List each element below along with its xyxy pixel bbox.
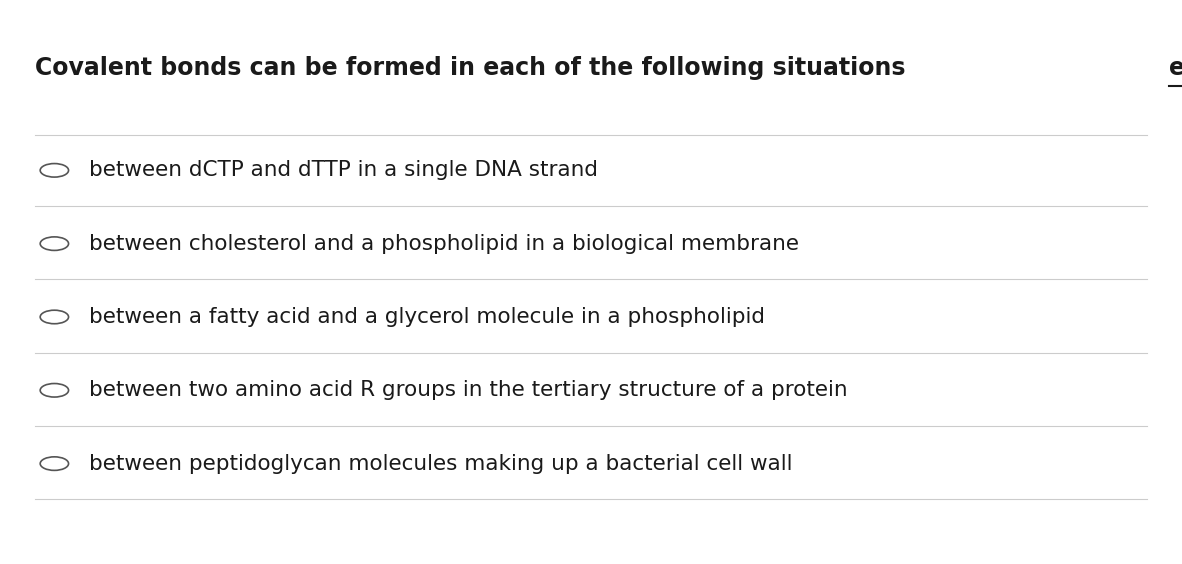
Text: between cholesterol and a phospholipid in a biological membrane: between cholesterol and a phospholipid i… xyxy=(89,233,799,254)
Text: between peptidoglycan molecules making up a bacterial cell wall: between peptidoglycan molecules making u… xyxy=(89,453,792,474)
Text: between two amino acid R groups in the tertiary structure of a protein: between two amino acid R groups in the t… xyxy=(89,380,847,400)
Text: except: except xyxy=(1169,56,1182,80)
Text: between dCTP and dTTP in a single DNA strand: between dCTP and dTTP in a single DNA st… xyxy=(89,160,598,180)
Text: Covalent bonds can be formed in each of the following situations: Covalent bonds can be formed in each of … xyxy=(35,56,914,80)
Text: between a fatty acid and a glycerol molecule in a phospholipid: between a fatty acid and a glycerol mole… xyxy=(89,307,765,327)
